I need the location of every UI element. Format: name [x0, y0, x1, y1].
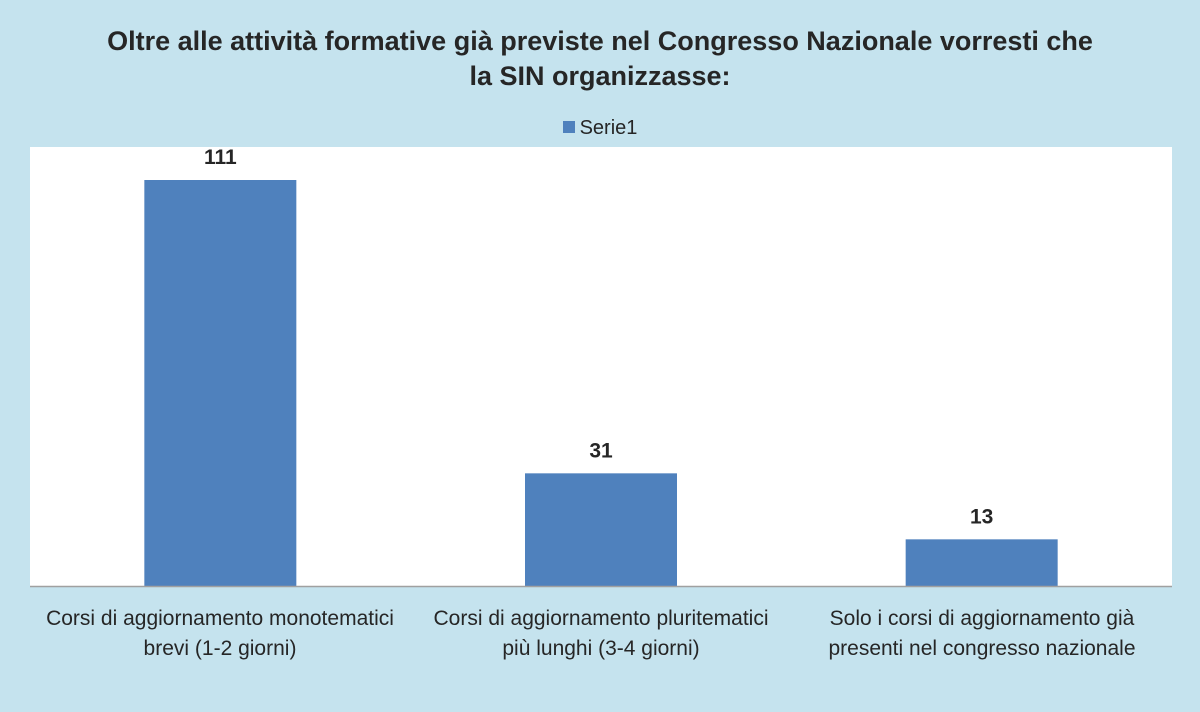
category-label-3-line-2: presenti nel congresso nazionale — [828, 637, 1136, 660]
plot-svg: 111 31 13 — [30, 146, 1172, 588]
legend: Serie1 — [0, 117, 1200, 140]
data-label-3: 13 — [970, 505, 993, 528]
category-label-3: Solo i corsi di aggiornamento già presen… — [792, 604, 1172, 664]
category-label-1-line-2: brevi (1-2 giorni) — [143, 637, 297, 660]
plot-area: 111 31 13 — [30, 146, 1172, 588]
category-label-2-line-1: Corsi di aggiornamento pluritematici — [433, 607, 769, 630]
bar-2 — [525, 473, 677, 587]
category-label-2: Corsi di aggiornamento pluritematici più… — [411, 604, 791, 664]
legend-swatch — [562, 121, 575, 134]
bar-3 — [905, 539, 1058, 587]
category-label-3-line-1: Solo i corsi di aggiornamento già — [829, 607, 1135, 630]
data-label-2: 31 — [589, 439, 613, 462]
category-label-1-line-1: Corsi di aggiornamento monotematici — [46, 607, 394, 630]
legend-label: Serie1 — [579, 117, 638, 139]
data-label-1: 111 — [204, 146, 237, 169]
chart-title-line-2: la SIN organizzasse: — [469, 61, 731, 91]
category-label-2-line-2: più lunghi (3-4 giorni) — [502, 637, 700, 660]
bar-1 — [144, 180, 297, 587]
category-label-1: Corsi di aggiornamento monotematici brev… — [30, 604, 410, 664]
chart-title-line-1: Oltre alle attività formative già previs… — [107, 26, 1093, 56]
chart-title: Oltre alle attività formative già previs… — [0, 24, 1200, 94]
